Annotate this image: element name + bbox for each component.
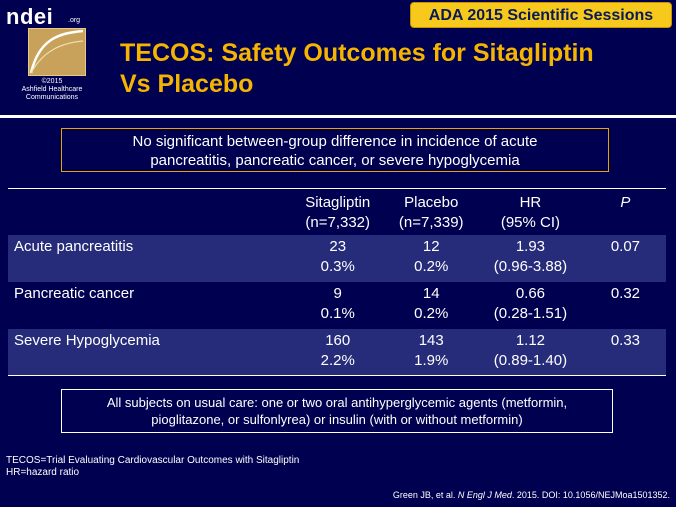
sitagliptin-cell: 160 2.2% (320, 331, 355, 369)
hazard-ratio-cell: 0.66 (0.28-1.51) (493, 284, 568, 322)
usual-care-line1: All subjects on usual care: one or two o… (106, 395, 568, 410)
p-value-cell: 0.33 (610, 331, 641, 349)
logo-caption: ©2015 Ashfield Healthcare Communications (6, 78, 98, 102)
citation-journal: N Engl J Med (457, 490, 512, 500)
key-finding-line2: pancreatitis, pancreatic cancer, or seve… (150, 152, 520, 169)
usual-care-note-box: All subjects on usual care: one or two o… (61, 389, 613, 433)
header-p-value: P (620, 194, 631, 211)
sitagliptin-cell: 23 0.3% (320, 237, 355, 275)
p-value-cell: 0.32 (610, 284, 641, 302)
logo-org-suffix: .org (68, 17, 81, 24)
ndei-logo: ndei .org ©2015 Ashfield Healthcare Comm… (6, 4, 90, 106)
footnote-hr: HR=hazard ratio (6, 467, 80, 478)
header-outcome (8, 189, 289, 235)
logo-copyright: ©2015 (41, 78, 63, 85)
header-divider (0, 115, 676, 118)
slide-title-line2: Vs Placebo (120, 70, 254, 98)
abbreviations-footnote: TECOS=Trial Evaluating Cardiovascular Ou… (6, 455, 299, 479)
table-row: Severe Hypoglycemia 160 2.2% 143 1.9% 1.… (8, 328, 666, 376)
hazard-ratio-cell: 1.93 (0.96-3.88) (493, 237, 568, 275)
hazard-ratio-cell: 1.12 (0.89-1.40) (493, 331, 568, 369)
key-finding-box: No significant between-group difference … (61, 128, 609, 172)
conference-badge: ADA 2015 Scientific Sessions (410, 2, 672, 28)
footnote-tecos: TECOS=Trial Evaluating Cardiovascular Ou… (6, 455, 300, 466)
row-label: Pancreatic cancer (14, 284, 135, 302)
header-sitagliptin: Sitagliptin (n=7,332) (305, 194, 371, 231)
reference-citation: Green JB, et al. N Engl J Med. 2015. DOI… (393, 490, 670, 500)
logo-company-line1: Ashfield Healthcare (21, 86, 83, 93)
citation-details: . 2015. DOI: 10.1056/NEJMoa1501352. (511, 490, 670, 500)
row-label: Severe Hypoglycemia (14, 331, 160, 349)
placebo-cell: 143 1.9% (414, 331, 449, 369)
key-finding-line1: No significant between-group difference … (132, 133, 538, 150)
usual-care-line2: pioglitazone, or sulfonlyrea) or insulin… (151, 412, 523, 427)
table-row: Pancreatic cancer 9 0.1% 14 0.2% 0.66 (0… (8, 282, 666, 329)
logo-company-line2: Communications (25, 94, 79, 101)
table-header-row: Sitagliptin (n=7,332) Placebo (n=7,339) … (8, 188, 666, 235)
slide-title-line1: TECOS: Safety Outcomes for Sitagliptin (120, 39, 594, 67)
logo-emblem-icon (28, 28, 86, 76)
sitagliptin-cell: 9 0.1% (320, 284, 355, 322)
logo-wordmark: ndei (6, 4, 54, 29)
header-placebo: Placebo (n=7,339) (398, 194, 464, 231)
table-row: Acute pancreatitis 23 0.3% 12 0.2% 1.93 … (8, 234, 666, 282)
placebo-cell: 12 0.2% (414, 237, 449, 275)
safety-outcomes-table: Sitagliptin (n=7,332) Placebo (n=7,339) … (8, 188, 666, 376)
header-hazard-ratio: HR (95% CI) (500, 194, 561, 231)
placebo-cell: 14 0.2% (414, 284, 449, 322)
row-label: Acute pancreatitis (14, 237, 134, 255)
citation-authors: Green JB, et al. (392, 490, 458, 500)
logo-swoosh-icon (29, 29, 84, 74)
p-value-cell: 0.07 (610, 237, 641, 255)
slide-title: TECOS: Safety Outcomes for Sitagliptin V… (120, 38, 660, 100)
